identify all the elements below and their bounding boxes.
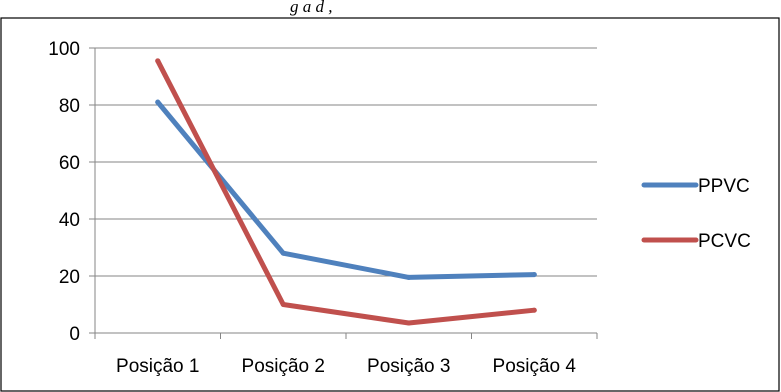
y-axis-tick-labels: 0 20 40 60 80 100 [48, 39, 80, 345]
x-tick-label: Posição 1 [116, 356, 199, 377]
x-tick-label: Posição 3 [367, 356, 450, 377]
data-point-pcvc [155, 58, 161, 64]
data-point-pcvc [280, 302, 286, 307]
series-lines [155, 58, 537, 326]
x-tick-label: Posição 4 [493, 356, 577, 377]
data-point-pcvc [406, 320, 412, 326]
legend-label-ppvc: PPVC [698, 176, 750, 197]
x-axis-tick-labels: Posição 1 Posição 2 Posição 3 Posição 4 [116, 356, 576, 377]
legend-label-pcvc: PCVC [698, 231, 751, 252]
series-line-pcvc [155, 58, 537, 326]
x-tick-label: Posição 2 [242, 356, 325, 377]
y-tick-label: 100 [48, 39, 80, 60]
y-tick-label: 0 [69, 324, 80, 345]
y-tick-label: 20 [59, 267, 80, 288]
chart-border [0, 17, 780, 392]
data-point-ppvc [406, 274, 412, 280]
data-point-ppvc [155, 99, 161, 105]
y-tick-label: 60 [59, 153, 80, 174]
data-point-pcvc [531, 307, 537, 313]
y-tick-label: 40 [59, 210, 80, 231]
y-tick-label: 80 [59, 96, 80, 117]
data-point-ppvc [531, 272, 537, 278]
axes [89, 47, 598, 339]
cropped-top-text: g a d , [290, 0, 333, 16]
legend: PPVC PCVC [641, 176, 751, 252]
data-point-ppvc [280, 250, 286, 256]
